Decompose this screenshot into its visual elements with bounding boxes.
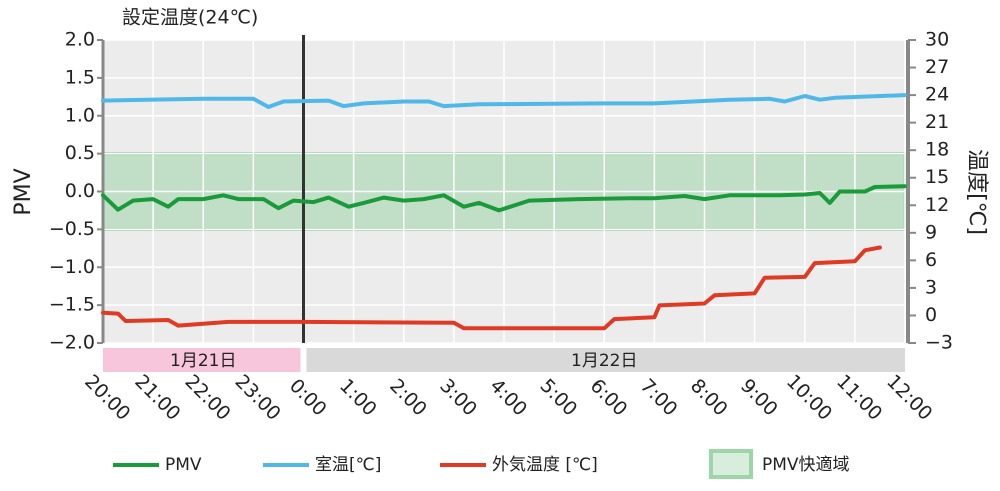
legend-label: 室温[℃] xyxy=(315,455,381,475)
y2-tick-label: 0 xyxy=(925,304,937,326)
y2-tick-label: −3 xyxy=(925,332,953,354)
x-tick-label: 11:00 xyxy=(832,371,886,425)
date-label: 1月22日 xyxy=(571,351,637,371)
y2-tick-label: 21 xyxy=(925,111,949,133)
y2-tick-label: 3 xyxy=(925,276,937,298)
date-range xyxy=(103,348,301,372)
legend-label: PMV xyxy=(165,455,202,475)
y2-tick-label: 9 xyxy=(925,221,937,243)
y-tick-label: 1.0 xyxy=(65,104,95,126)
x-tick-label: 7:00 xyxy=(636,375,682,421)
y-tick-label: 2.0 xyxy=(65,29,95,51)
y2-tick-label: 6 xyxy=(925,249,937,271)
x-tick-label: 0:00 xyxy=(285,375,331,421)
x-tick-label: 22:00 xyxy=(180,371,234,425)
date-label: 1月21日 xyxy=(170,351,236,371)
date-range xyxy=(306,348,905,372)
y-tick-label: −1.5 xyxy=(49,294,95,316)
annotation: 設定温度(24℃) xyxy=(122,7,258,29)
y2-tick-label: 24 xyxy=(925,84,949,106)
y2-axis-title: 温度[℃] xyxy=(964,149,989,235)
y-tick-label: 1.5 xyxy=(65,66,95,88)
y-tick-label: 0.5 xyxy=(65,142,95,164)
series-line xyxy=(101,184,907,213)
x-tick-label: 4:00 xyxy=(485,375,531,421)
y2-tick-label: 12 xyxy=(925,194,949,216)
y-tick-label: −1.0 xyxy=(49,256,95,278)
x-tick-label: 2:00 xyxy=(385,375,431,421)
y2-tick-label: 15 xyxy=(925,166,949,188)
legend-swatch xyxy=(709,449,753,479)
x-tick-label: 3:00 xyxy=(435,375,481,421)
x-tick-label: 1:00 xyxy=(335,375,381,421)
x-tick-label: 5:00 xyxy=(536,375,582,421)
series-line xyxy=(101,245,882,331)
x-tick-label: 12:00 xyxy=(882,371,936,425)
x-tick-label: 9:00 xyxy=(736,375,782,421)
x-tick-label: 20:00 xyxy=(80,371,134,425)
x-tick-label: 6:00 xyxy=(586,375,632,421)
y-tick-label: −2.0 xyxy=(49,332,95,354)
legend-label: 外気温度 [℃] xyxy=(492,455,598,475)
x-tick-label: 23:00 xyxy=(231,371,285,425)
legend-label: PMV快適域 xyxy=(762,455,850,475)
x-tick-label: 10:00 xyxy=(782,371,836,425)
y-axis-title: PMV xyxy=(11,168,36,215)
y2-tick-label: 30 xyxy=(925,29,949,51)
series-line xyxy=(101,93,907,109)
y-tick-label: −0.5 xyxy=(49,218,95,240)
y2-tick-label: 18 xyxy=(925,139,949,161)
x-tick-label: 21:00 xyxy=(130,371,184,425)
y-tick-label: 0.0 xyxy=(65,180,95,202)
x-tick-label: 8:00 xyxy=(686,375,732,421)
y2-tick-label: 27 xyxy=(925,56,949,78)
